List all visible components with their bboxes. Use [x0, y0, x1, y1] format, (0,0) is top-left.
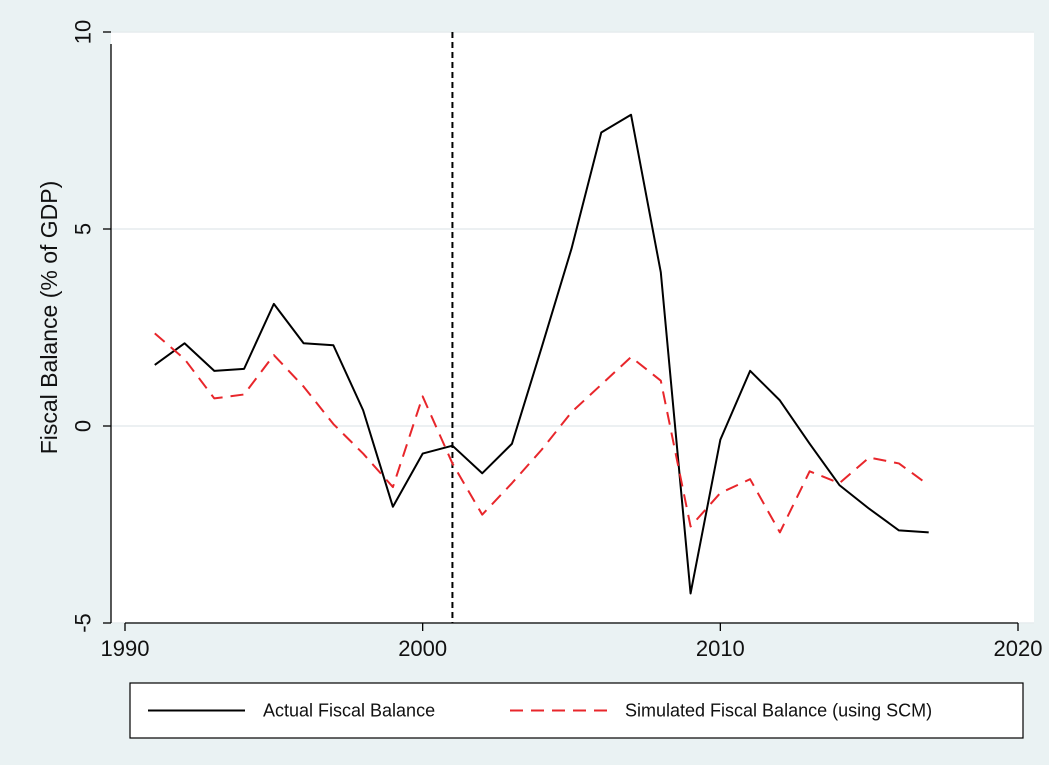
- legend-label-2: Simulated Fiscal Balance (using SCM): [625, 701, 932, 721]
- y-tick-label: 5: [71, 223, 96, 235]
- x-tick-label: 2010: [696, 636, 745, 661]
- series-layer: [154, 113, 930, 595]
- y-axis-title: Fiscal Balance (% of GDP): [36, 181, 62, 455]
- x-tick-label: 2000: [398, 636, 447, 661]
- x-tick-label: 2020: [994, 636, 1043, 661]
- axis-layer: -5 0 5 10 1990 2000 2010 2020: [71, 20, 1043, 661]
- y-tick-label: -5: [71, 613, 96, 633]
- series-line-2: [154, 332, 930, 534]
- x-tick-label: 1990: [101, 636, 150, 661]
- plot-area: [111, 32, 1034, 623]
- y-tick-label: 10: [71, 20, 96, 44]
- y-tick-label: 0: [71, 420, 96, 432]
- legend-label-1: Actual Fiscal Balance: [263, 701, 435, 721]
- series-line-1: [154, 113, 929, 595]
- legend: Actual Fiscal Balance Simulated Fiscal Ba…: [129, 682, 1024, 739]
